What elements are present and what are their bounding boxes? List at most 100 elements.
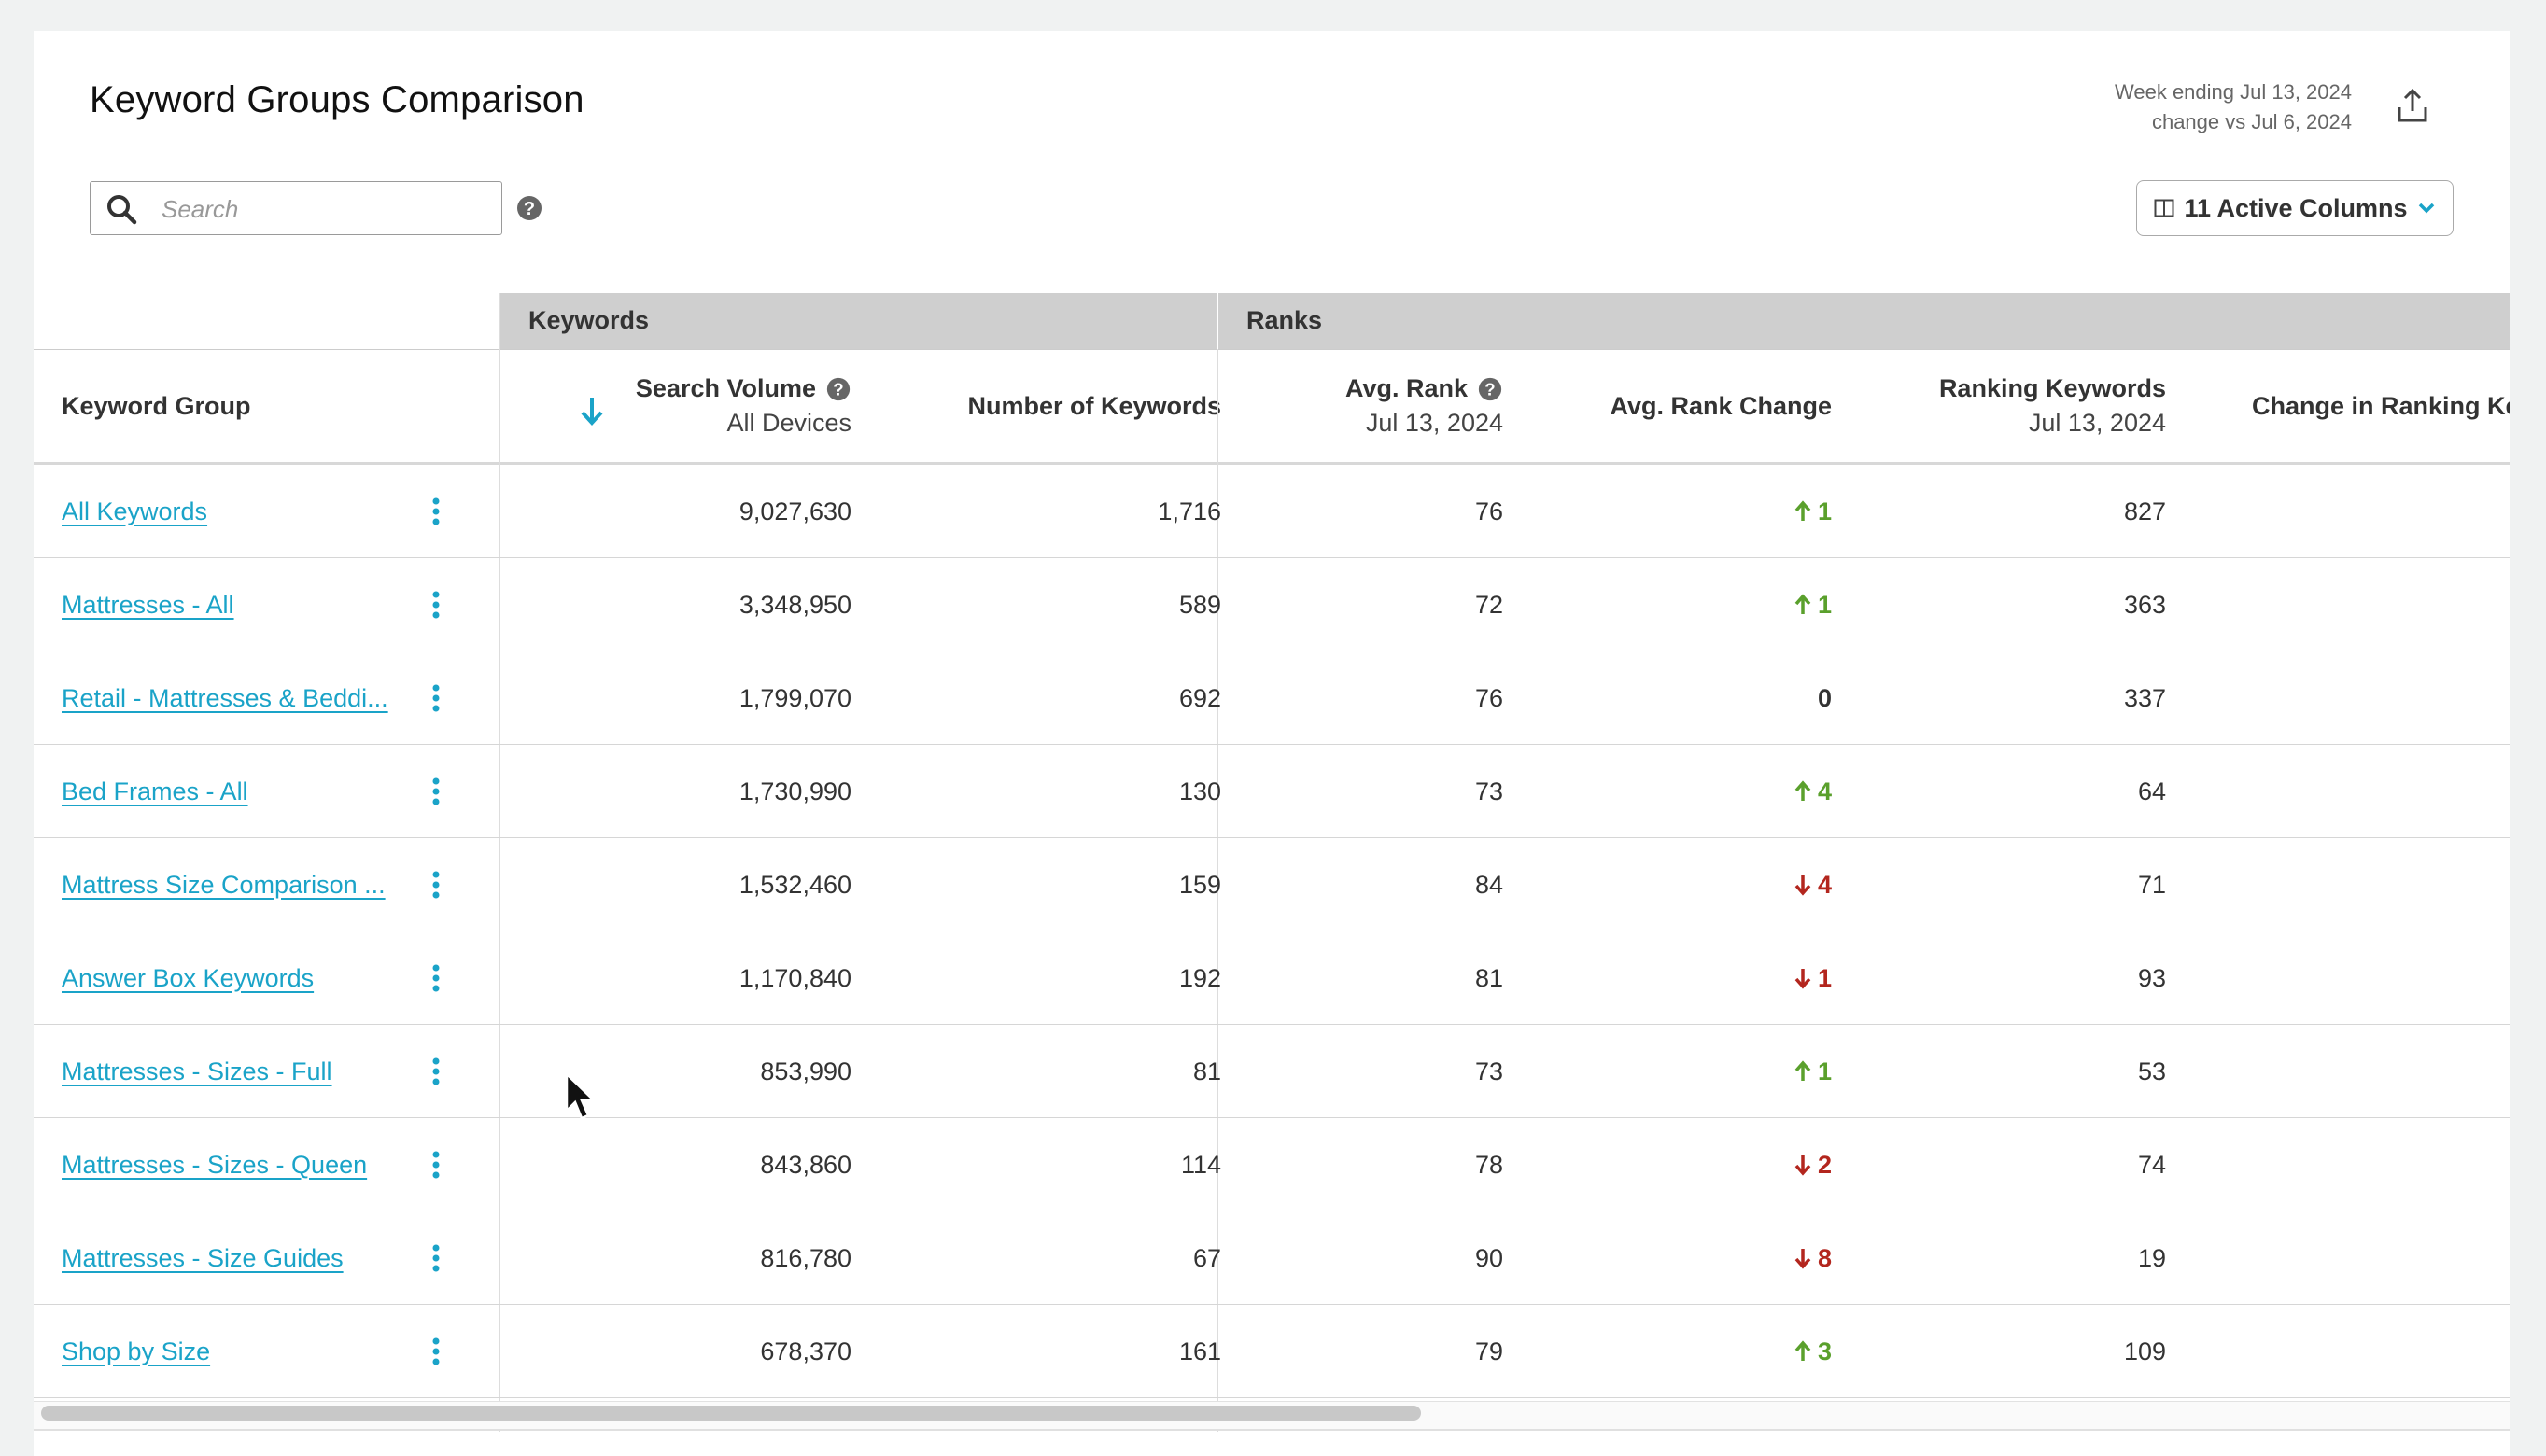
ranking-keywords-cell: 93	[1892, 931, 2166, 1025]
keyword-group-link[interactable]: All Keywords	[62, 497, 208, 525]
header-avg-rank-change[interactable]: Avg. Rank Change	[1565, 350, 1832, 462]
ranking-keywords-value: 74	[2137, 1150, 2166, 1179]
more-options-icon[interactable]	[429, 1057, 443, 1086]
horizontal-scrollbar-thumb[interactable]	[41, 1406, 1421, 1421]
keyword-group-link[interactable]: Retail - Mattresses & Beddi...	[62, 683, 388, 712]
header-change-in-ranking-keywords[interactable]: Change in Ranking Ke	[2252, 350, 2510, 462]
keyword-group-link[interactable]: Answer Box Keywords	[62, 963, 315, 992]
more-options-icon[interactable]	[429, 497, 443, 526]
avg-rank-cell: 81	[1247, 931, 1503, 1025]
table-row: Answer Box Keywords 1,170,840 192 81 1 93	[34, 931, 2510, 1025]
more-options-icon[interactable]	[429, 590, 443, 620]
mouse-cursor-icon	[565, 1071, 598, 1120]
avg-rank-change-cell: 1	[1565, 1025, 1832, 1118]
keyword-group-link[interactable]: Mattresses - Sizes - Full	[62, 1057, 332, 1085]
keyword-group-cell: Mattress Size Comparison ...	[62, 838, 416, 931]
search-volume-value: 1,532,460	[738, 870, 851, 899]
avg-rank-change-value: 1	[1793, 1057, 1832, 1086]
header-number-of-keywords[interactable]: Number of Keywords	[874, 350, 1221, 462]
more-options-icon[interactable]	[429, 1243, 443, 1273]
column-group-ranks: Ranks	[1218, 293, 2510, 349]
search-volume-value: 3,348,950	[738, 590, 851, 619]
number-of-keywords-value: 692	[1178, 683, 1221, 712]
avg-rank-change-number: 8	[1817, 1243, 1832, 1272]
search-volume-cell: 9,027,630	[519, 465, 851, 558]
keyword-group-cell: Answer Box Keywords	[62, 931, 416, 1025]
keyword-group-link[interactable]: Mattresses - Size Guides	[62, 1243, 344, 1272]
number-of-keywords-cell: 114	[874, 1118, 1221, 1211]
avg-rank-change-number: 1	[1817, 497, 1832, 525]
ranking-keywords-cell: 53	[1892, 1025, 2166, 1118]
search-input[interactable]	[160, 189, 490, 229]
header-search-volume-sub: All Devices	[726, 409, 851, 437]
svg-text:?: ?	[524, 199, 535, 219]
avg-rank-value: 81	[1474, 963, 1503, 992]
search-volume-cell: 678,370	[519, 1305, 851, 1398]
column-group-ranks-label: Ranks	[1246, 306, 1323, 334]
help-icon[interactable]: ?	[1477, 376, 1503, 402]
more-options-icon[interactable]	[429, 777, 443, 806]
ranking-keywords-value: 93	[2137, 963, 2166, 992]
arrow-down-icon	[1794, 875, 1811, 896]
more-options-icon[interactable]	[429, 1150, 443, 1180]
number-of-keywords-value: 130	[1178, 777, 1221, 805]
header-avg-rank-label: Avg. Rank	[1344, 374, 1468, 402]
table-row: Mattresses - Size Guides 816,780 67 90 8 19	[34, 1211, 2510, 1305]
ranking-keywords-cell: 827	[1892, 465, 2166, 558]
ranking-keywords-cell: 74	[1892, 1118, 2166, 1211]
keyword-group-link[interactable]: Mattress Size Comparison ...	[62, 870, 386, 899]
search-volume-cell: 3,348,950	[519, 558, 851, 651]
avg-rank-change-cell: 4	[1565, 745, 1832, 838]
keyword-group-cell: Bed Frames - All	[62, 745, 416, 838]
header-keyword-group[interactable]: Keyword Group	[62, 350, 472, 462]
number-of-keywords-value: 67	[1192, 1243, 1221, 1272]
active-columns-button[interactable]: 11 Active Columns	[2136, 180, 2454, 236]
avg-rank-change-number: 4	[1817, 777, 1832, 805]
search-volume-value: 853,990	[760, 1057, 851, 1085]
header-search-volume[interactable]: Search Volume ? All Devices	[519, 350, 851, 462]
sort-descending-icon[interactable]	[579, 395, 605, 427]
header-search-volume-label: Search Volume	[635, 374, 816, 402]
number-of-keywords-cell: 161	[874, 1305, 1221, 1398]
number-of-keywords-cell: 67	[874, 1211, 1221, 1305]
ranking-keywords-cell: 71	[1892, 838, 2166, 931]
keyword-group-cell: Mattresses - Sizes - Queen	[62, 1118, 416, 1211]
avg-rank-change-number: 4	[1817, 870, 1832, 899]
avg-rank-cell: 78	[1247, 1118, 1503, 1211]
keyword-group-link[interactable]: Bed Frames - All	[62, 777, 248, 805]
header-keyword-group-label: Keyword Group	[62, 391, 251, 420]
avg-rank-change-cell: 0	[1565, 651, 1832, 745]
header-ranking-keywords[interactable]: Ranking Keywords Jul 13, 2024	[1892, 350, 2166, 462]
search-volume-cell: 853,990	[519, 1025, 851, 1118]
keyword-groups-card: Keyword Groups Comparison Week ending Ju…	[34, 31, 2510, 1456]
more-options-icon[interactable]	[429, 963, 443, 993]
avg-rank-change-cell: 1	[1565, 465, 1832, 558]
avg-rank-value: 79	[1474, 1337, 1503, 1365]
avg-rank-value: 78	[1474, 1150, 1503, 1179]
avg-rank-change-number: 1	[1817, 963, 1832, 992]
more-options-icon[interactable]	[429, 870, 443, 900]
more-options-icon[interactable]	[429, 683, 443, 713]
avg-rank-value: 73	[1474, 1057, 1503, 1085]
ranking-keywords-value: 337	[2123, 683, 2166, 712]
avg-rank-change-cell: 4	[1565, 838, 1832, 931]
search-volume-value: 816,780	[760, 1243, 851, 1272]
keyword-group-link[interactable]: Mattresses - All	[62, 590, 234, 619]
keyword-group-link[interactable]: Shop by Size	[62, 1337, 211, 1365]
arrow-up-icon	[1794, 780, 1811, 801]
page-title: Keyword Groups Comparison	[90, 79, 584, 120]
column-group-keywords: Keywords	[500, 293, 1217, 349]
more-options-icon[interactable]	[429, 1337, 443, 1366]
search-volume-value: 1,730,990	[738, 777, 851, 805]
help-icon[interactable]: ?	[515, 194, 543, 222]
header-avg-rank[interactable]: Avg. Rank ? Jul 13, 2024	[1247, 350, 1503, 462]
avg-rank-value: 90	[1474, 1243, 1503, 1272]
search-volume-value: 9,027,630	[738, 497, 851, 525]
help-icon[interactable]: ?	[825, 376, 851, 402]
avg-rank-change-value: 0	[1818, 684, 1832, 713]
ranking-keywords-value: 19	[2137, 1243, 2166, 1272]
number-of-keywords-cell: 692	[874, 651, 1221, 745]
keyword-group-link[interactable]: Mattresses - Sizes - Queen	[62, 1150, 368, 1179]
export-button[interactable]	[2394, 87, 2431, 126]
ranking-keywords-cell: 363	[1892, 558, 2166, 651]
